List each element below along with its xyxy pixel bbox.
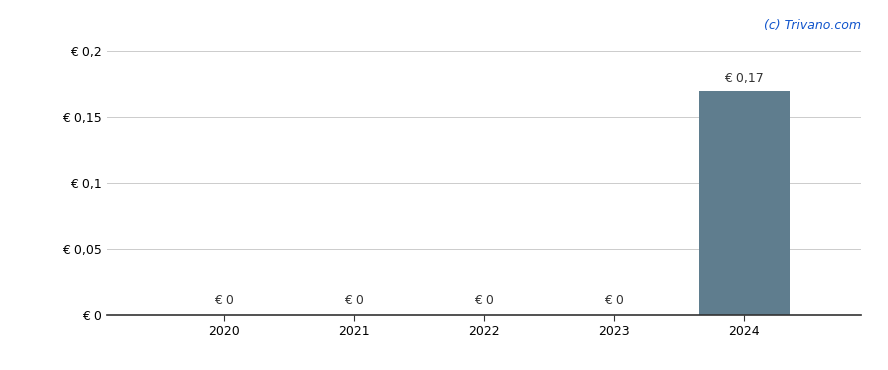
Text: € 0: € 0 [214, 293, 234, 307]
Text: € 0: € 0 [604, 293, 624, 307]
Text: (c) Trivano.com: (c) Trivano.com [765, 18, 861, 31]
Text: € 0,17: € 0,17 [725, 72, 764, 85]
Text: € 0: € 0 [474, 293, 494, 307]
Bar [699, 91, 789, 314]
Text: € 0: € 0 [344, 293, 364, 307]
